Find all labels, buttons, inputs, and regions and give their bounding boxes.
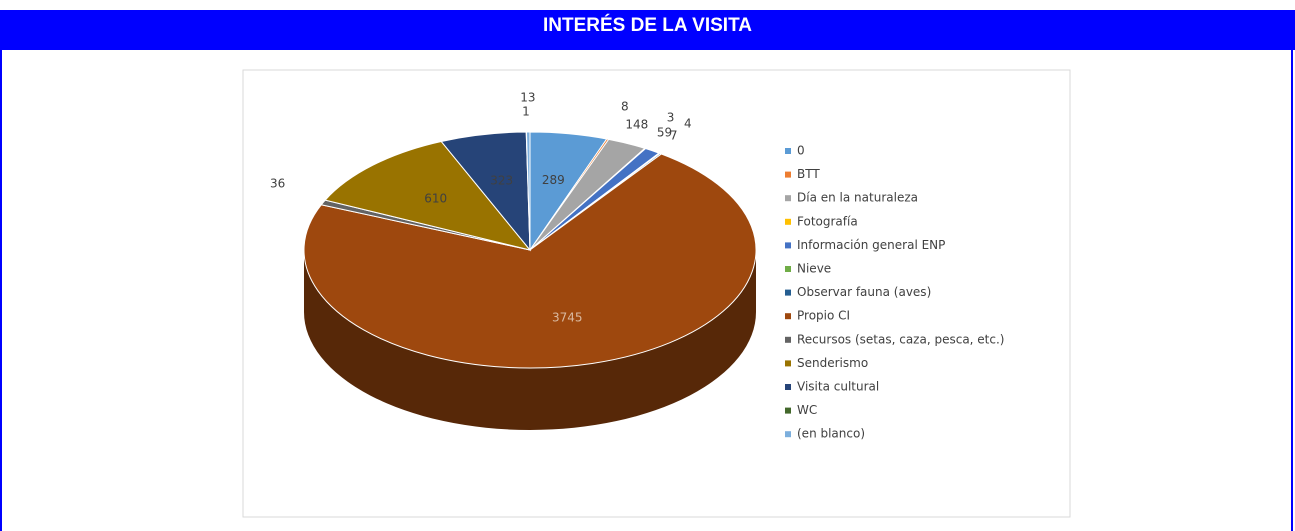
legend-swatch (785, 242, 791, 249)
legend-swatch (785, 407, 791, 414)
legend-swatch (785, 431, 791, 438)
legend-swatch (785, 195, 791, 202)
data-label: 289 (542, 173, 565, 187)
legend-label: Propio CI (797, 309, 850, 323)
legend-label: Observar fauna (aves) (797, 285, 931, 299)
data-label: 323 (490, 173, 513, 187)
data-label: 4 (684, 116, 692, 130)
data-label: 8 (621, 99, 629, 113)
data-label: 148 (625, 117, 648, 131)
data-label: 36 (270, 176, 285, 190)
legend-label: Información general ENP (797, 238, 945, 252)
header-bar: INTERÉS DE LA VISITA (0, 10, 1295, 50)
page-frame (0, 10, 1293, 531)
legend-swatch (785, 289, 791, 296)
pie-side (304, 250, 756, 430)
legend-swatch (785, 360, 791, 367)
data-label: 1 (522, 105, 530, 119)
legend-swatch (785, 218, 791, 225)
legend-label: Visita cultural (797, 380, 879, 394)
legend-label: BTT (797, 167, 820, 181)
legend-swatch (785, 336, 791, 343)
data-label: 59 (657, 125, 672, 139)
legend-swatch (785, 384, 791, 390)
legend-label: Recursos (setas, caza, pesca, etc.) (797, 332, 1004, 346)
data-label: 7 (670, 129, 678, 143)
legend-swatch (785, 148, 791, 154)
pie-slice (324, 140, 532, 251)
pie-slice (303, 153, 757, 369)
data-label: 3745 (552, 311, 583, 325)
legend-label: Senderismo (797, 356, 868, 370)
legend-label: Fotografía (797, 214, 858, 228)
legend-swatch (785, 313, 791, 320)
legend-label: Día en la naturaleza (797, 191, 918, 205)
legend-label: 0 (797, 144, 805, 158)
legend-label: Nieve (797, 262, 831, 276)
legend-swatch (785, 171, 791, 178)
legend-label: (en blanco) (797, 427, 865, 441)
data-label: 13 (520, 91, 535, 105)
pie-slice (525, 131, 531, 251)
data-label: 610 (424, 192, 447, 206)
legend-swatch (785, 266, 791, 272)
legend-label: WC (797, 403, 817, 417)
data-label: 3 (667, 111, 675, 125)
